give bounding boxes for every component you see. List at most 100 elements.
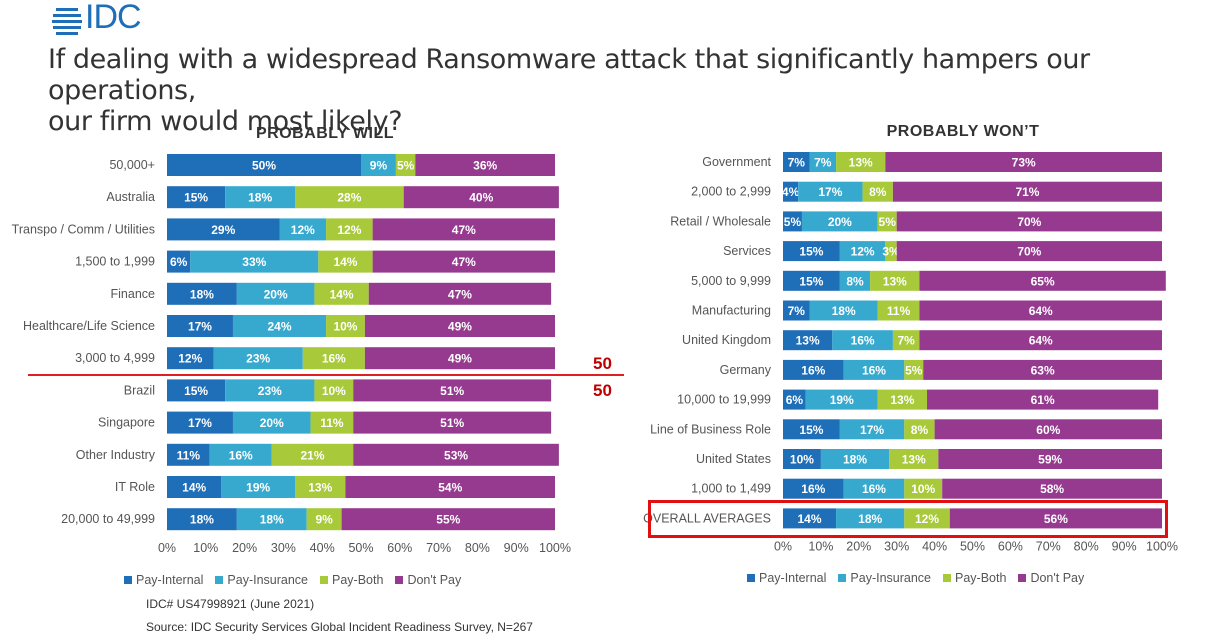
data-label: 54% xyxy=(438,481,462,495)
bar-segment xyxy=(167,154,361,176)
legend-item: Pay-Both xyxy=(320,573,383,587)
bar-segment xyxy=(885,241,897,262)
data-label: 5% xyxy=(397,159,415,173)
data-label: 16% xyxy=(801,363,825,377)
data-label: 16% xyxy=(851,334,875,348)
data-label: 15% xyxy=(799,423,823,437)
category-label: Singapore xyxy=(98,416,155,430)
legend-label: Pay-Insurance xyxy=(227,573,309,587)
data-label: 6% xyxy=(786,393,804,407)
data-label: 14% xyxy=(182,481,206,495)
data-label: 19% xyxy=(830,393,854,407)
bar-segment xyxy=(923,359,1162,380)
bar-segment xyxy=(783,270,840,291)
bar-segment xyxy=(801,211,878,232)
data-label: 13% xyxy=(883,274,907,288)
x-tick-label: 40% xyxy=(310,541,335,555)
bar-segment xyxy=(919,300,1162,321)
bar-segment xyxy=(904,359,924,380)
bar-segment xyxy=(862,181,893,202)
bar-segment xyxy=(326,218,373,241)
data-label: 59% xyxy=(1038,453,1062,467)
right-stacked-bar-chart: Government 7% 7% 13% 73% 2,000 to 2,999 4% 17% 8… xyxy=(643,152,1178,553)
bar-segment xyxy=(364,315,555,337)
x-tick-label: 30% xyxy=(884,539,909,553)
bar-segment xyxy=(167,315,233,337)
page-title: If dealing with a widespread Ransomware … xyxy=(48,44,1198,137)
bar-segment xyxy=(805,389,878,410)
bar-segment xyxy=(904,419,935,440)
x-tick-label: 60% xyxy=(387,541,412,555)
legend-item: Pay-Insurance xyxy=(838,571,931,585)
data-label: 20% xyxy=(828,215,852,229)
bar-segment xyxy=(372,250,555,273)
legend-label: Don't Pay xyxy=(407,573,462,587)
bar-segment xyxy=(368,282,552,305)
bar-segment xyxy=(896,211,1162,232)
data-label: 70% xyxy=(1017,245,1041,259)
bar-segment xyxy=(271,443,354,466)
legend-label: Pay-Internal xyxy=(759,571,827,585)
data-label: 13% xyxy=(849,156,873,170)
left-stacked-bar-chart: 50,000+ 50% 9% 5% 36% Australia 15% 18% 28% 40% Tr… xyxy=(12,154,571,555)
bar-segment xyxy=(942,478,1162,499)
data-label: 23% xyxy=(246,352,270,366)
bar-segment xyxy=(783,330,833,351)
bar-segment xyxy=(236,282,315,305)
right-chart-title: PROBABLY WON’T xyxy=(886,123,1040,140)
x-tick-label: 20% xyxy=(232,541,257,555)
category-label: 10,000 to 19,999 xyxy=(677,393,771,407)
data-label: 65% xyxy=(1031,274,1055,288)
data-label: 19% xyxy=(246,481,270,495)
category-label: Brazil xyxy=(124,383,155,397)
category-label: Retail / Wholesale xyxy=(670,214,771,228)
idc-globe-icon xyxy=(52,8,82,35)
bar-segment xyxy=(361,154,396,176)
bar-segment xyxy=(934,419,1162,440)
legend-swatch xyxy=(124,576,132,584)
bar-segment xyxy=(904,478,943,499)
bar-segment xyxy=(167,282,237,305)
data-label: 11% xyxy=(320,416,344,430)
data-label: 33% xyxy=(242,255,266,269)
legend-item: Don't Pay xyxy=(1018,571,1084,585)
x-tick-label: 80% xyxy=(1074,539,1099,553)
bar-segment xyxy=(839,270,871,291)
data-label: 58% xyxy=(1040,482,1064,496)
data-label: 50% xyxy=(252,159,276,173)
bar-segment xyxy=(345,476,555,498)
x-tick-label: 90% xyxy=(1112,539,1137,553)
category-label: 20,000 to 49,999 xyxy=(61,512,155,526)
data-label: 64% xyxy=(1029,334,1053,348)
bar-segment xyxy=(809,152,837,172)
title-line-1: If dealing with a widespread Ransomware … xyxy=(48,44,1090,106)
data-label: 18% xyxy=(843,453,867,467)
left-chart-title: PROBABLY WILL xyxy=(255,125,395,142)
data-label: 71% xyxy=(1015,185,1039,199)
bar-segment xyxy=(836,152,886,172)
x-tick-label: 100% xyxy=(539,541,571,555)
legend-label: Pay-Insurance xyxy=(850,571,932,585)
data-label: 70% xyxy=(1017,215,1041,229)
data-label: 12% xyxy=(915,512,939,526)
bar-segment xyxy=(209,443,272,466)
bar-segment xyxy=(839,241,886,262)
bar-segment xyxy=(843,359,905,380)
data-label: 60% xyxy=(1036,423,1060,437)
data-label: 7% xyxy=(898,334,916,348)
data-label: 20% xyxy=(260,416,284,430)
category-label: Finance xyxy=(111,287,156,301)
data-label: 7% xyxy=(814,156,832,170)
x-tick-label: 10% xyxy=(808,539,833,553)
data-label: 56% xyxy=(1044,512,1068,526)
logo-text: IDC xyxy=(85,0,142,36)
category-label: United States xyxy=(696,452,771,466)
bar-segment xyxy=(364,347,555,370)
data-label: 17% xyxy=(188,320,212,334)
data-label: 29% xyxy=(211,223,235,237)
legend-label: Pay-Both xyxy=(332,573,384,587)
data-label: 12% xyxy=(291,223,315,237)
bar-segment xyxy=(302,347,365,370)
bar-segment xyxy=(783,181,799,202)
data-label: 14% xyxy=(333,255,357,269)
